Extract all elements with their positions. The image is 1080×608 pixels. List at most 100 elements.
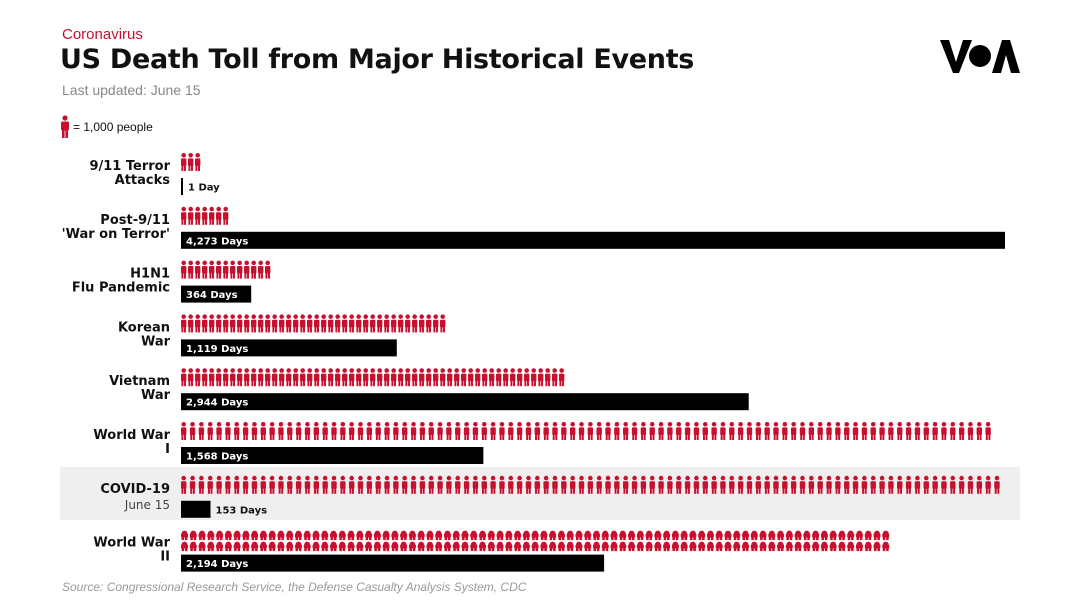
person-mark: [715, 530, 723, 541]
person-mark: [479, 530, 487, 541]
person-mark: [658, 422, 664, 440]
person-mark: [654, 541, 662, 552]
person-mark: [773, 475, 779, 494]
person-mark: [941, 475, 947, 494]
person-mark: [265, 314, 271, 333]
person-mark: [549, 530, 557, 541]
person-mark: [803, 530, 811, 541]
person-mark: [287, 422, 293, 440]
person-mark: [561, 475, 567, 494]
person-mark: [566, 541, 574, 552]
person-mark: [377, 314, 383, 333]
person-mark: [303, 541, 311, 552]
person-mark: [391, 368, 397, 387]
person-mark: [277, 530, 285, 541]
person-mark: [207, 422, 213, 440]
person-mark: [575, 530, 583, 541]
person-mark: [265, 260, 271, 279]
person-mark: [242, 530, 250, 541]
person-mark: [950, 475, 956, 494]
person-mark: [676, 475, 682, 494]
person-mark: [702, 422, 708, 440]
person-mark: [645, 530, 653, 541]
person-mark: [265, 368, 271, 387]
person-mark: [882, 541, 890, 552]
person-mark: [847, 530, 855, 541]
person-mark: [356, 314, 362, 333]
person-mark: [209, 314, 215, 333]
person-mark: [552, 475, 558, 494]
person-mark: [759, 541, 767, 552]
person-mark: [209, 206, 215, 225]
person-mark: [356, 368, 362, 387]
person-mark: [741, 541, 749, 552]
category-label: Attacks: [115, 173, 171, 188]
person-mark: [405, 314, 411, 333]
person-mark: [764, 422, 770, 440]
person-mark: [746, 422, 753, 440]
person-mark: [596, 422, 602, 440]
person-mark: [820, 541, 828, 552]
person-mark: [475, 368, 481, 387]
person-mark: [260, 475, 266, 494]
person-mark: [545, 368, 551, 387]
category-label: 'War on Terror': [62, 227, 170, 242]
duration-label: 4,273 Days: [186, 236, 248, 247]
person-mark: [985, 475, 991, 494]
person-mark: [729, 475, 735, 494]
person-mark: [268, 541, 276, 552]
person-mark: [463, 475, 470, 494]
person-mark: [976, 422, 982, 440]
person-mark: [724, 530, 732, 541]
person-mark: [538, 368, 544, 387]
person-mark: [348, 422, 355, 440]
duration-label: 364 Days: [186, 290, 238, 301]
person-mark: [663, 530, 671, 541]
person-mark: [790, 422, 797, 440]
person-mark: [499, 422, 505, 440]
person-mark: [347, 541, 355, 552]
person-mark: [437, 422, 443, 440]
person-mark: [870, 475, 876, 494]
person-mark: [777, 541, 785, 552]
person-mark: [461, 541, 469, 552]
person-mark: [844, 475, 850, 494]
person-mark: [216, 422, 222, 440]
source-note: Source: Congressional Research Service, …: [62, 580, 527, 594]
person-mark: [888, 475, 894, 494]
person-mark: [799, 422, 806, 440]
person-mark: [330, 541, 338, 552]
person-mark: [826, 475, 832, 494]
person-mark: [384, 314, 390, 333]
person-mark: [517, 368, 523, 387]
person-mark: [559, 368, 565, 387]
person-mark: [287, 475, 293, 494]
person-mark: [251, 260, 257, 279]
person-mark: [419, 422, 426, 440]
person-mark: [216, 541, 224, 552]
person-mark: [711, 422, 717, 440]
person-mark: [446, 422, 452, 440]
person-mark: [481, 475, 487, 494]
person-mark: [897, 422, 903, 440]
category-label: World War: [93, 536, 170, 551]
person-mark: [216, 260, 222, 279]
person-mark: [195, 206, 201, 225]
person-mark: [230, 314, 236, 333]
person-mark: [357, 475, 364, 494]
person-mark: [402, 475, 408, 494]
person-mark: [370, 314, 376, 333]
person-mark: [667, 422, 673, 440]
person-mark: [505, 541, 513, 552]
person-mark: [342, 314, 348, 333]
person-mark: [489, 368, 495, 387]
person-mark: [398, 368, 404, 387]
person-mark: [188, 260, 194, 279]
person-mark: [522, 541, 530, 552]
person-mark: [976, 475, 982, 494]
person-mark: [435, 541, 443, 552]
person-mark: [516, 422, 523, 440]
person-mark: [838, 530, 846, 541]
person-mark: [349, 368, 355, 387]
category-label: H1N1: [130, 267, 170, 282]
